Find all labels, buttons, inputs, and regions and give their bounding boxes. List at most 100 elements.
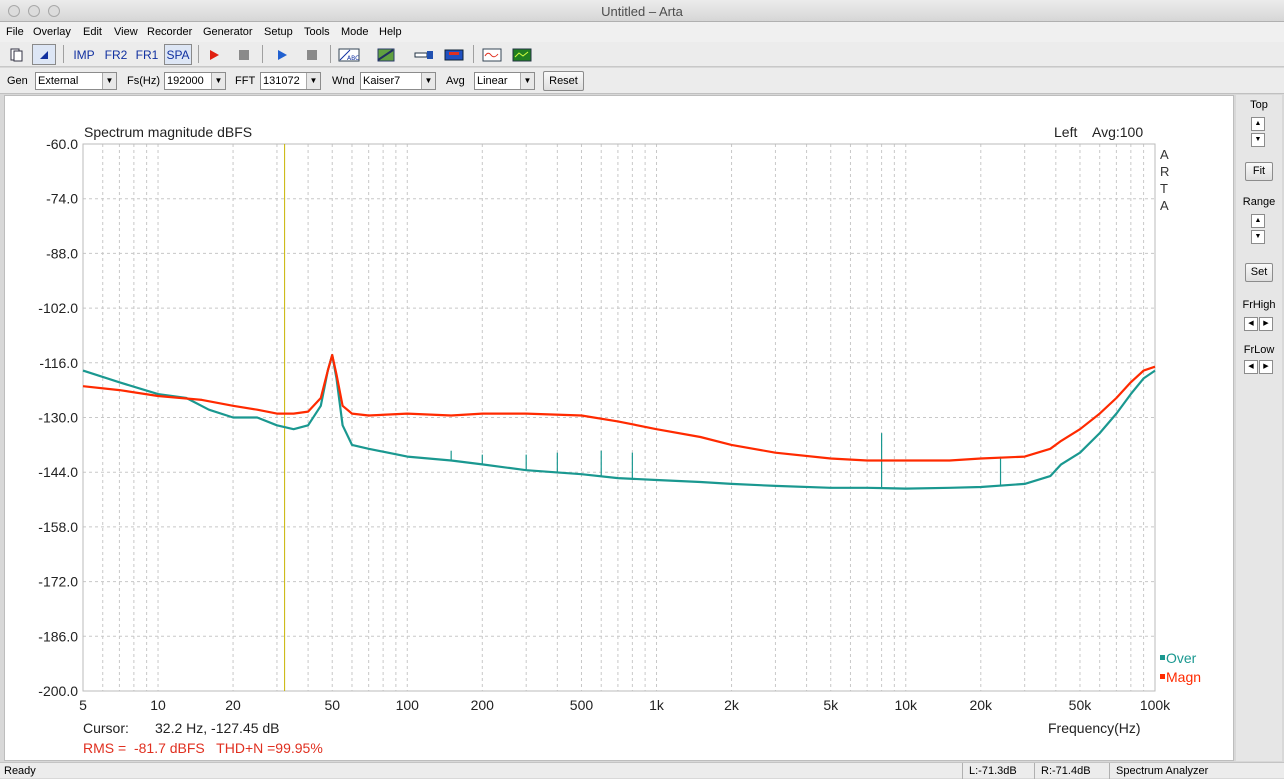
y-tick-label: -172.0 [38, 574, 78, 590]
series-line-magn [82, 353, 1156, 462]
y-tick-label: -74.0 [46, 191, 78, 207]
set-button[interactable]: Set [1245, 263, 1273, 282]
chevron-down-icon: ▼ [306, 73, 320, 89]
avg-count-label: Avg:100 [1092, 124, 1143, 140]
x-tick-label: 5 [79, 697, 87, 713]
range-up-icon[interactable]: ▲ [1251, 214, 1265, 228]
y-tick-label: -144.0 [38, 464, 78, 480]
avg-label: Avg [446, 75, 465, 87]
menu-recorder[interactable]: Recorder [147, 26, 193, 38]
range-down-icon[interactable]: ▼ [1251, 230, 1265, 244]
y-tick-label: -200.0 [38, 683, 78, 699]
gen-select-value: External [38, 75, 79, 87]
x-tick-label: 10 [150, 697, 166, 713]
generator-play-icon[interactable] [272, 44, 292, 65]
gen-select[interactable]: External ▼ [35, 72, 117, 90]
plot-frame [82, 143, 1156, 692]
x-tick-label: 100k [1140, 697, 1171, 713]
x-tick-label: 2k [724, 697, 740, 713]
svg-text:ABC: ABC [347, 55, 359, 62]
frlow-left-icon[interactable]: ◀ [1244, 360, 1258, 374]
close-window-icon[interactable] [8, 5, 20, 17]
avg-select[interactable]: Linear ▼ [474, 72, 535, 90]
control-bar: Gen External ▼ Fs(Hz) 192000 ▼ FFT 13107… [0, 68, 1284, 94]
menu-file[interactable]: File [6, 26, 24, 38]
fr2-mode-button[interactable]: FR2 [104, 47, 128, 62]
new-file-icon[interactable] [6, 44, 26, 65]
arta-letter-a1: A [1160, 147, 1169, 162]
wnd-label: Wnd [332, 75, 355, 87]
fft-label: FFT [235, 75, 256, 87]
frlow-right-icon[interactable]: ▶ [1259, 360, 1273, 374]
top-down-icon[interactable]: ▼ [1251, 133, 1265, 147]
y-tick-label: -186.0 [38, 628, 78, 644]
range-label: Range [1242, 196, 1276, 208]
fit-button[interactable]: Fit [1245, 162, 1273, 181]
x-tick-label: 10k [894, 697, 918, 713]
frhigh-label: FrHigh [1242, 299, 1276, 311]
arta-letter-r: R [1160, 164, 1169, 179]
frlow-label: FrLow [1243, 344, 1275, 356]
fs-select[interactable]: 192000 ▼ [164, 72, 226, 90]
fr1-mode-button[interactable]: FR1 [135, 47, 159, 62]
fft-select-value: 131072 [263, 75, 300, 87]
grid-lines [82, 143, 1156, 692]
menu-generator[interactable]: Generator [203, 26, 253, 38]
generator-stop-icon[interactable] [302, 44, 322, 65]
fft-select[interactable]: 131072 ▼ [260, 72, 321, 90]
record-stop-icon[interactable] [234, 44, 254, 65]
fill-pattern-icon[interactable] [375, 44, 397, 65]
impulse-mode-button[interactable]: IMP [73, 47, 95, 62]
arta-letter-t: T [1160, 181, 1168, 196]
status-right-level: R:-71.4dB [1041, 765, 1091, 777]
menu-setup[interactable]: Setup [264, 26, 293, 38]
y-tick-label: -102.0 [38, 300, 78, 316]
x-tick-label: 500 [570, 697, 594, 713]
record-play-icon[interactable] [204, 44, 224, 65]
y-tick-label: -130.0 [38, 410, 78, 426]
frhigh-left-icon[interactable]: ◀ [1244, 317, 1258, 331]
minimize-window-icon[interactable] [28, 5, 40, 17]
chevron-down-icon: ▼ [211, 73, 225, 89]
chart-title: Spectrum magnitude dBFS [84, 124, 252, 140]
channel-map-icon[interactable] [443, 44, 465, 65]
x-tick-label: 100 [396, 697, 420, 713]
wnd-select[interactable]: Kaiser7 ▼ [360, 72, 436, 90]
spectrum-plot-panel[interactable]: Spectrum magnitude dBFS Left Avg:100 A R… [4, 95, 1234, 761]
gen-label: Gen [7, 75, 28, 87]
legend-magn-label: Magn [1166, 669, 1201, 685]
menu-bar: File Overlay Edit View Recorder Generato… [0, 22, 1284, 42]
reset-button[interactable]: Reset [543, 71, 584, 91]
label-abc-icon[interactable]: ABC [337, 44, 361, 65]
channel-label: Left [1054, 124, 1077, 140]
x-tick-label: 50 [324, 697, 340, 713]
legend-magn-swatch [1160, 674, 1165, 679]
menu-view[interactable]: View [114, 26, 138, 38]
top-label: Top [1250, 99, 1268, 111]
menu-help[interactable]: Help [379, 26, 402, 38]
zoom-window-icon[interactable] [48, 5, 60, 17]
avg-select-value: Linear [477, 75, 508, 87]
connector-icon[interactable] [413, 44, 435, 65]
cursor-readout: 32.2 Hz, -127.45 dB [155, 720, 280, 736]
menu-overlay[interactable]: Overlay [33, 26, 71, 38]
scope-icon[interactable] [510, 44, 534, 65]
side-panel: Top ▲ ▼ Fit Range ▲ ▼ Set FrHigh ◀ ▶ FrL… [1236, 95, 1282, 761]
menu-edit[interactable]: Edit [83, 26, 102, 38]
spectrum-chart[interactable]: Spectrum magnitude dBFS Left Avg:100 A R… [5, 96, 1233, 760]
status-ready: Ready [4, 765, 36, 777]
pointer-tool-icon[interactable] [32, 44, 56, 65]
waveform-icon[interactable] [480, 44, 504, 65]
menu-tools[interactable]: Tools [304, 26, 330, 38]
status-mode: Spectrum Analyzer [1116, 765, 1209, 777]
title-bar: Untitled – Arta [0, 0, 1284, 22]
chevron-down-icon: ▼ [520, 73, 534, 89]
top-up-icon[interactable]: ▲ [1251, 117, 1265, 131]
y-tick-label: -158.0 [38, 519, 78, 535]
spa-mode-button[interactable]: SPA [164, 44, 192, 65]
frhigh-right-icon[interactable]: ▶ [1259, 317, 1273, 331]
menu-mode[interactable]: Mode [341, 26, 369, 38]
wnd-select-value: Kaiser7 [363, 75, 401, 87]
x-tick-label: 50k [1069, 697, 1093, 713]
chevron-down-icon: ▼ [421, 73, 435, 89]
